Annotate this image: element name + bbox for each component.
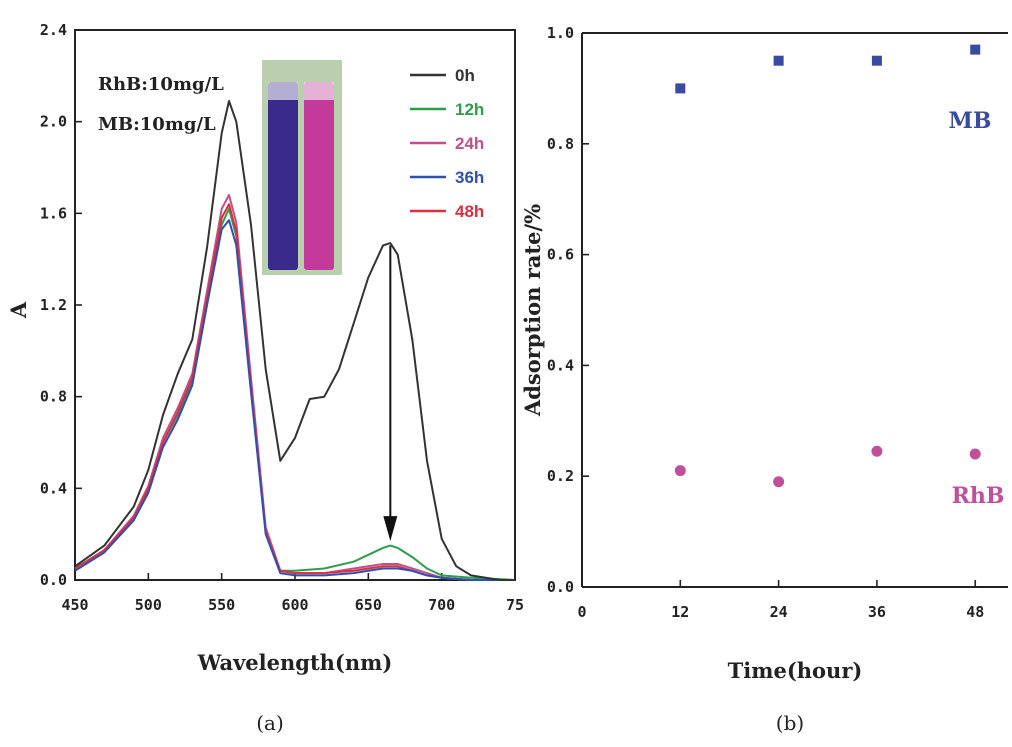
panel-b-xtick-label: 24: [770, 603, 788, 621]
panel-b-point-MB: [675, 83, 686, 94]
panel-a-ytick-label: 0.8: [40, 388, 67, 406]
panel-b-ytick-label: 0.4: [547, 356, 574, 374]
panel-a-legend-label-24h: 24h: [455, 134, 484, 153]
panel-b-xtick-label: 0: [577, 603, 586, 621]
panel-b-series-label-MB: MB: [949, 108, 992, 134]
panel-a-xtick-label: 700: [428, 596, 455, 614]
panel-a-annotation-rhb: RhB:10mg/L: [98, 74, 224, 95]
panel-b-xlabel: Time(hour): [728, 658, 863, 683]
panel-b-chart: 0.0 0.2 0.4 0.6 0.8 1.0 0 12 24 36 48 Time(hour) Ads…: [520, 24, 1008, 683]
panel-b-ylabel: Adsorption rate/%: [520, 204, 545, 417]
panel-a-ytick-label: 2.4: [40, 21, 67, 39]
panel-b-point-MB: [970, 44, 981, 55]
panel-a-series-line-0h: [74, 100, 515, 581]
panel-a-xtick-label: 600: [281, 596, 308, 614]
decrease-arrow-head: [383, 516, 398, 542]
panel-a-series-line-36h: [74, 219, 515, 581]
panel-a-xtick-label: 650: [355, 596, 382, 614]
vial-pink: [304, 82, 334, 270]
panel-a-legend-label-48h: 48h: [455, 202, 484, 221]
panel-a-legend-label-12h: 12h: [455, 100, 484, 119]
panel-a-annotation-mb: MB:10mg/L: [98, 114, 216, 135]
panel-a-legend-label-36h: 36h: [455, 168, 484, 187]
panel-a-xlabel: Wavelength(nm): [197, 650, 393, 675]
panel-b-ytick-label: 0.6: [547, 246, 574, 264]
panel-b-point-MB: [773, 55, 784, 66]
panel-a-xtick-label: 550: [208, 596, 235, 614]
panel-a-xtick-label: 500: [135, 596, 162, 614]
vial-blue: [268, 82, 298, 270]
panel-b-ytick-label: 1.0: [547, 24, 574, 42]
panel-a-ytick-label: 2.0: [40, 113, 67, 131]
panel-a-legend-label-0h: 0h: [455, 66, 475, 85]
vial-cap: [268, 82, 298, 100]
panel-a-ytick-label: 0.4: [40, 479, 67, 497]
vial-cap: [304, 82, 334, 100]
panel-b-point-RhB: [674, 465, 686, 477]
panel-a-ytick-label: 1.2: [40, 296, 67, 314]
panel-b-xtick-label: 12: [671, 603, 689, 621]
panel-a-caption: (a): [256, 711, 284, 735]
panel-a-ytick-label: 1.6: [40, 204, 67, 222]
panel-b-point-MB: [871, 55, 882, 66]
panel-a-ylabel: A: [6, 301, 31, 319]
panel-a-ytick-label: 0.0: [40, 571, 67, 589]
panel-b-ytick-label: 0.0: [547, 578, 574, 596]
panel-a-xtick-label: 75: [506, 596, 524, 614]
panel-a-chart: 0.0 0.4 0.8 1.2 1.6 2.0 2.4 450 500 550 600 650 700 7…: [6, 21, 524, 675]
panel-b-ytick-label: 0.2: [547, 467, 574, 485]
panel-b-caption: (b): [776, 711, 804, 735]
panel-b-xtick-label: 36: [868, 603, 886, 621]
panel-b-ytick-label: 0.8: [547, 135, 574, 153]
panel-b-xtick-label: 48: [966, 603, 984, 621]
panel-b-point-RhB: [871, 445, 883, 457]
panel-b-point-RhB: [969, 448, 981, 460]
panel-b-series-label-RhB: RhB: [952, 483, 1005, 509]
panel-a-xtick-label: 450: [61, 596, 88, 614]
panel-b-point-RhB: [773, 476, 785, 488]
